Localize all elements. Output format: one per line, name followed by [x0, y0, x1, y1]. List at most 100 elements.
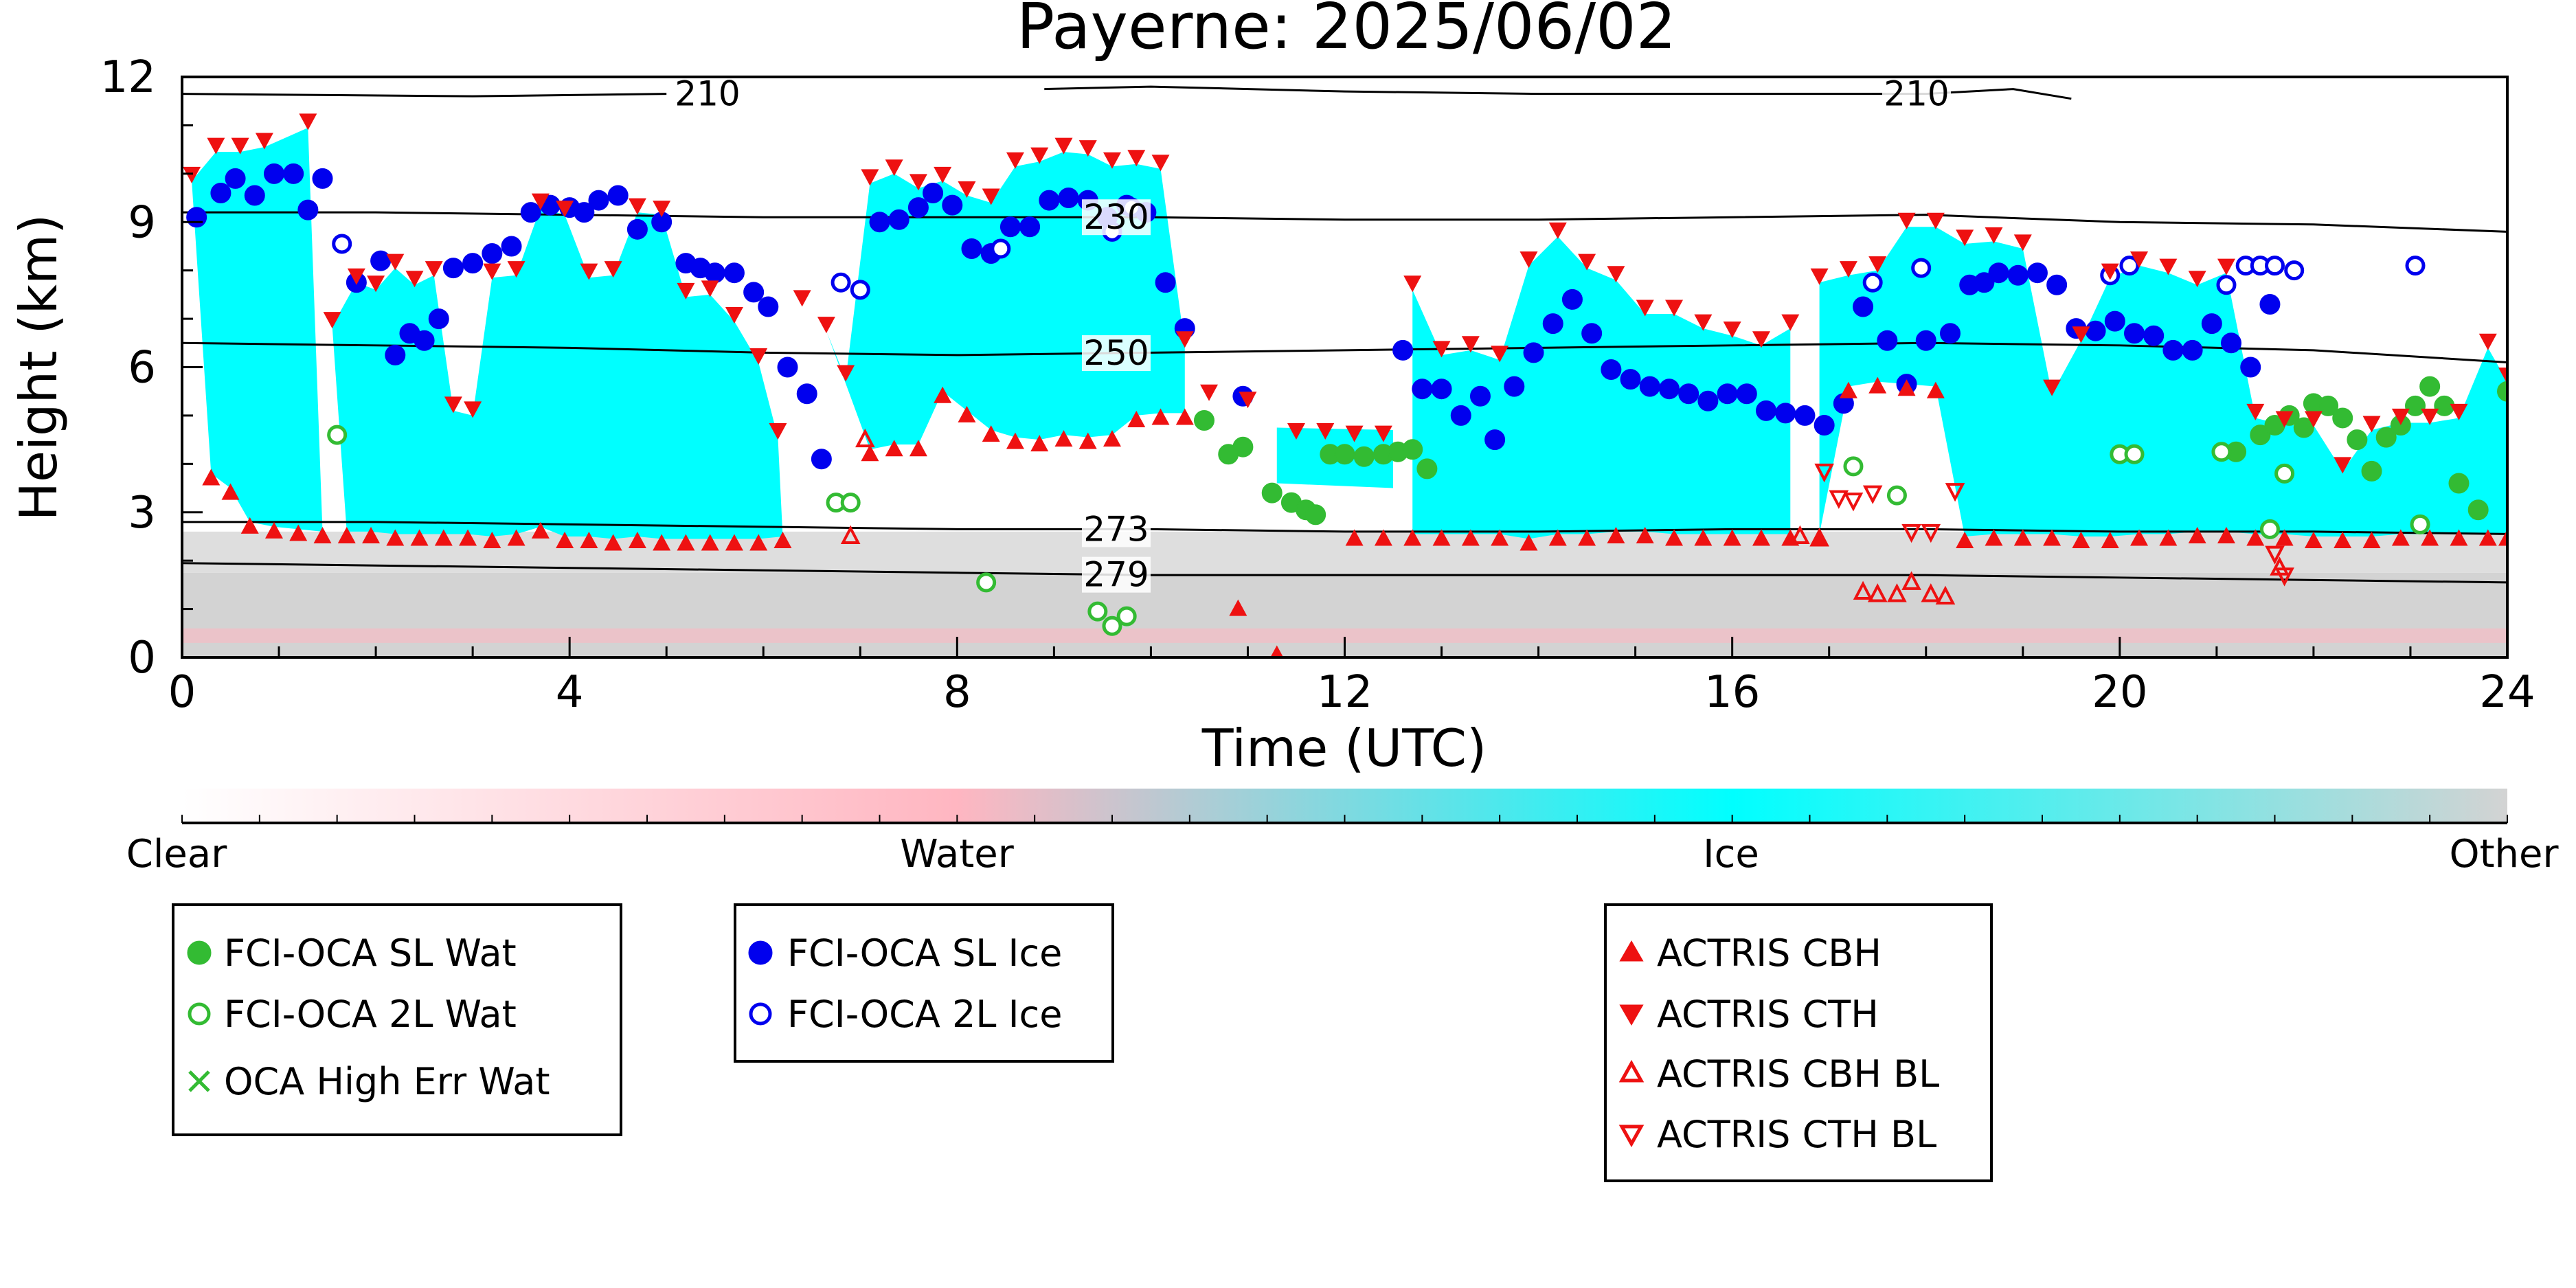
- x-tick-label-20: 20: [2092, 667, 2147, 718]
- actris-cbh-point-50: [1607, 526, 1625, 543]
- fci-oca-2l-wat-point-5: [1102, 615, 1122, 636]
- actris-cth-bl-point-3: [1862, 485, 1883, 504]
- actris-cbh-bl-point-9: [1935, 585, 1956, 605]
- actris-cbh-point-52: [1665, 529, 1684, 546]
- actris-cth-point-45: [1287, 423, 1305, 440]
- fill-other-upper-band: [182, 531, 2507, 573]
- contour-210-1: [1044, 85, 2072, 100]
- fill-ice-region-5: [1819, 227, 2507, 536]
- actris-cth-point-48: [1374, 425, 1392, 442]
- fci-oca-2l-ice-point-9: [2119, 256, 2140, 276]
- y-axis-label: Height (km): [8, 214, 69, 521]
- actris-cth-point-2: [231, 137, 249, 155]
- fci-oca-sl-ice-point-17: [501, 236, 522, 257]
- y-tick-label-9: 9: [128, 197, 156, 248]
- actris-cbh-point-74: [2304, 532, 2323, 548]
- actris-cbh-point-37: [1151, 408, 1170, 425]
- fci-oca-sl-ice-point-94: [2182, 339, 2203, 361]
- fci-oca-sl-wat-point-29: [2448, 473, 2470, 494]
- actris-cth-point-27: [817, 317, 835, 334]
- colorbar-label-other: Other: [2449, 832, 2559, 877]
- actris-cth-point-37: [1054, 137, 1073, 155]
- actris-cbh-point-0: [202, 468, 221, 486]
- actris-cbh-point-44: [1432, 529, 1451, 546]
- fci-oca-sl-wat-point-6: [1305, 504, 1326, 526]
- legend-marker-high-err-wat: [188, 1070, 210, 1092]
- colorbar: Clear Water Ice Other: [126, 789, 2559, 877]
- actris-cth-point-8: [386, 253, 405, 271]
- fci-oca-2l-wat-point-13: [2274, 463, 2295, 484]
- actris-cbh-point-8: [386, 529, 405, 546]
- actris-cbh-point-41: [1345, 529, 1364, 546]
- fci-oca-2l-wat-point-14: [2410, 514, 2430, 534]
- legend-label-cbh: ACTRIS CBH: [1657, 931, 1882, 975]
- fci-oca-sl-ice-point-73: [1775, 403, 1796, 424]
- fci-oca-sl-ice-point-61: [1542, 313, 1563, 335]
- y-tick-label-0: 0: [128, 633, 156, 683]
- fci-oca-sl-ice-point-57: [1469, 385, 1491, 407]
- actris-cbh-point-15: [556, 532, 574, 548]
- legend-label-sl-wat: FCI-OCA SL Wat: [224, 931, 517, 975]
- fci-oca-sl-ice-point-83: [1974, 272, 1995, 293]
- fci-oca-sl-ice-point-32: [777, 357, 798, 378]
- fci-oca-sl-ice-point-65: [1620, 369, 1641, 390]
- fci-oca-sl-ice-point-72: [1756, 400, 1777, 421]
- colorbar-label-ice: Ice: [1703, 832, 1759, 877]
- legend-marker-2l-ice: [749, 1002, 772, 1026]
- fci-oca-sl-ice-point-4: [263, 163, 284, 184]
- actris-cbh-point-49: [1578, 529, 1596, 546]
- actris-cbh-point-32: [1030, 435, 1049, 452]
- fci-oca-sl-ice-point-93: [2162, 339, 2184, 361]
- fci-oca-sl-wat-point-27: [2419, 376, 2441, 397]
- actris-cth-bl-point-8: [2274, 567, 2294, 587]
- series-fci-oca-2l-wat: [327, 425, 2430, 636]
- actris-cbh-point-27: [909, 440, 927, 457]
- fci-oca-sl-wat-point-22: [2347, 429, 2368, 451]
- actris-cth-point-41: [1151, 155, 1170, 172]
- fci-oca-sl-ice-point-0: [186, 207, 207, 228]
- fci-oca-sl-ice-point-80: [1915, 330, 1936, 351]
- actris-cth-bl-point-5: [1921, 523, 1941, 543]
- actris-cth-point-86: [2478, 333, 2497, 350]
- actris-cbh-point-72: [2246, 529, 2265, 546]
- actris-cth-point-3: [255, 133, 273, 150]
- series-fci-oca-sl-wat: [1193, 376, 2507, 526]
- actris-cbh-point-48: [1548, 529, 1567, 546]
- actris-cbh-bl-point-1: [855, 428, 875, 448]
- actris-cth-point-28: [837, 365, 855, 382]
- fci-oca-sl-ice-point-29: [723, 262, 745, 284]
- legend-marker-cth: [1619, 1004, 1644, 1026]
- actris-cth-point-73: [2101, 263, 2119, 280]
- fci-oca-2l-ice-point-7: [1911, 258, 1932, 278]
- actris-cbh-point-2: [240, 517, 259, 534]
- actris-cth-bl-point-4: [1901, 523, 1921, 543]
- fci-oca-sl-ice-point-90: [2104, 310, 2125, 332]
- actris-cth-point-61: [1752, 331, 1770, 348]
- actris-cth-point-23: [725, 307, 743, 324]
- actris-cbh-point-26: [885, 440, 903, 457]
- actris-cth-point-63: [1810, 268, 1829, 285]
- fci-oca-sl-ice-point-42: [999, 216, 1021, 238]
- actris-cbh-bl-point-3: [1809, 528, 1829, 547]
- fci-oca-sl-wat-point-12: [1402, 439, 1423, 460]
- fci-oca-sl-ice-point-66: [1639, 376, 1660, 397]
- actris-cth-point-83: [2391, 408, 2410, 425]
- actris-cth-point-22: [701, 280, 719, 297]
- x-tick-label-12: 12: [1317, 667, 1372, 718]
- actris-cth-point-59: [1694, 314, 1713, 331]
- actris-cbh-bl-point-7: [1901, 571, 1921, 590]
- fci-oca-sl-ice-point-5: [283, 163, 304, 184]
- fci-oca-sl-ice-point-50: [1155, 272, 1176, 293]
- fci-oca-sl-ice-point-56: [1450, 405, 1471, 426]
- actris-cth-point-35: [1006, 152, 1024, 169]
- fci-oca-sl-ice-point-13: [428, 308, 449, 330]
- actris-cth-point-11: [444, 396, 462, 414]
- actris-cth-point-31: [909, 174, 927, 191]
- actris-cbh-bl-point-6: [1887, 583, 1907, 602]
- actris-cbh-point-67: [2101, 532, 2119, 548]
- legend-actris-frame: [1604, 903, 1993, 1182]
- actris-cbh-point-60: [1897, 379, 1916, 396]
- legend-label-cth-bl: ACTRIS CTH BL: [1657, 1113, 1936, 1156]
- actris-cth-point-5: [323, 312, 341, 329]
- fci-oca-2l-ice-point-6: [1862, 272, 1883, 293]
